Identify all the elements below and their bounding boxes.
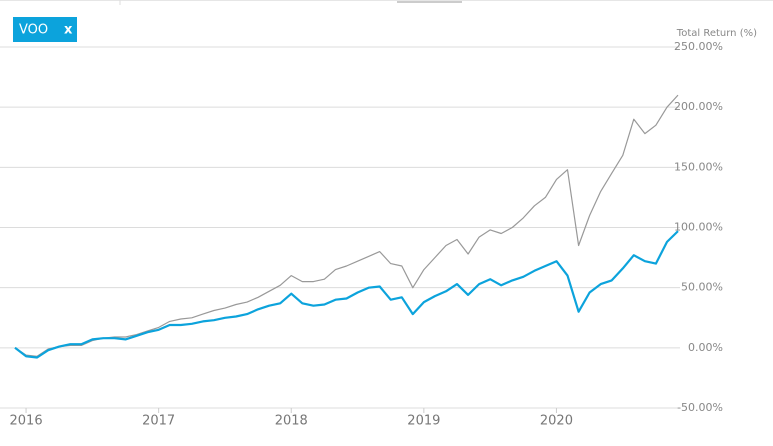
y-tick-label: 50.00%: [681, 281, 723, 294]
x-tick-label: 2016: [10, 414, 43, 429]
legend-label[interactable]: VOO: [19, 23, 48, 38]
y-tick-label: 200.00%: [674, 100, 723, 113]
y-tick-label: 150.00%: [674, 160, 723, 173]
x-tick-label: 2018: [275, 414, 308, 429]
legend-chip[interactable]: VOO x: [13, 17, 77, 42]
y-tick-label: 100.00%: [674, 221, 723, 234]
series-line: [14, 230, 679, 359]
y-tick-label: 0.00%: [688, 341, 723, 354]
x-tick-label: 2020: [540, 414, 573, 429]
x-tick-label: 2019: [407, 414, 440, 429]
x-tick-label: 2017: [142, 414, 175, 429]
series-line: [14, 94, 679, 357]
y-tick-label: -50.00%: [677, 401, 723, 414]
y-tick-label: 250.00%: [674, 40, 723, 53]
y-axis-label: Total Return (%): [676, 28, 757, 39]
legend-background[interactable]: [13, 17, 77, 42]
legend-remove[interactable]: x: [64, 23, 73, 38]
